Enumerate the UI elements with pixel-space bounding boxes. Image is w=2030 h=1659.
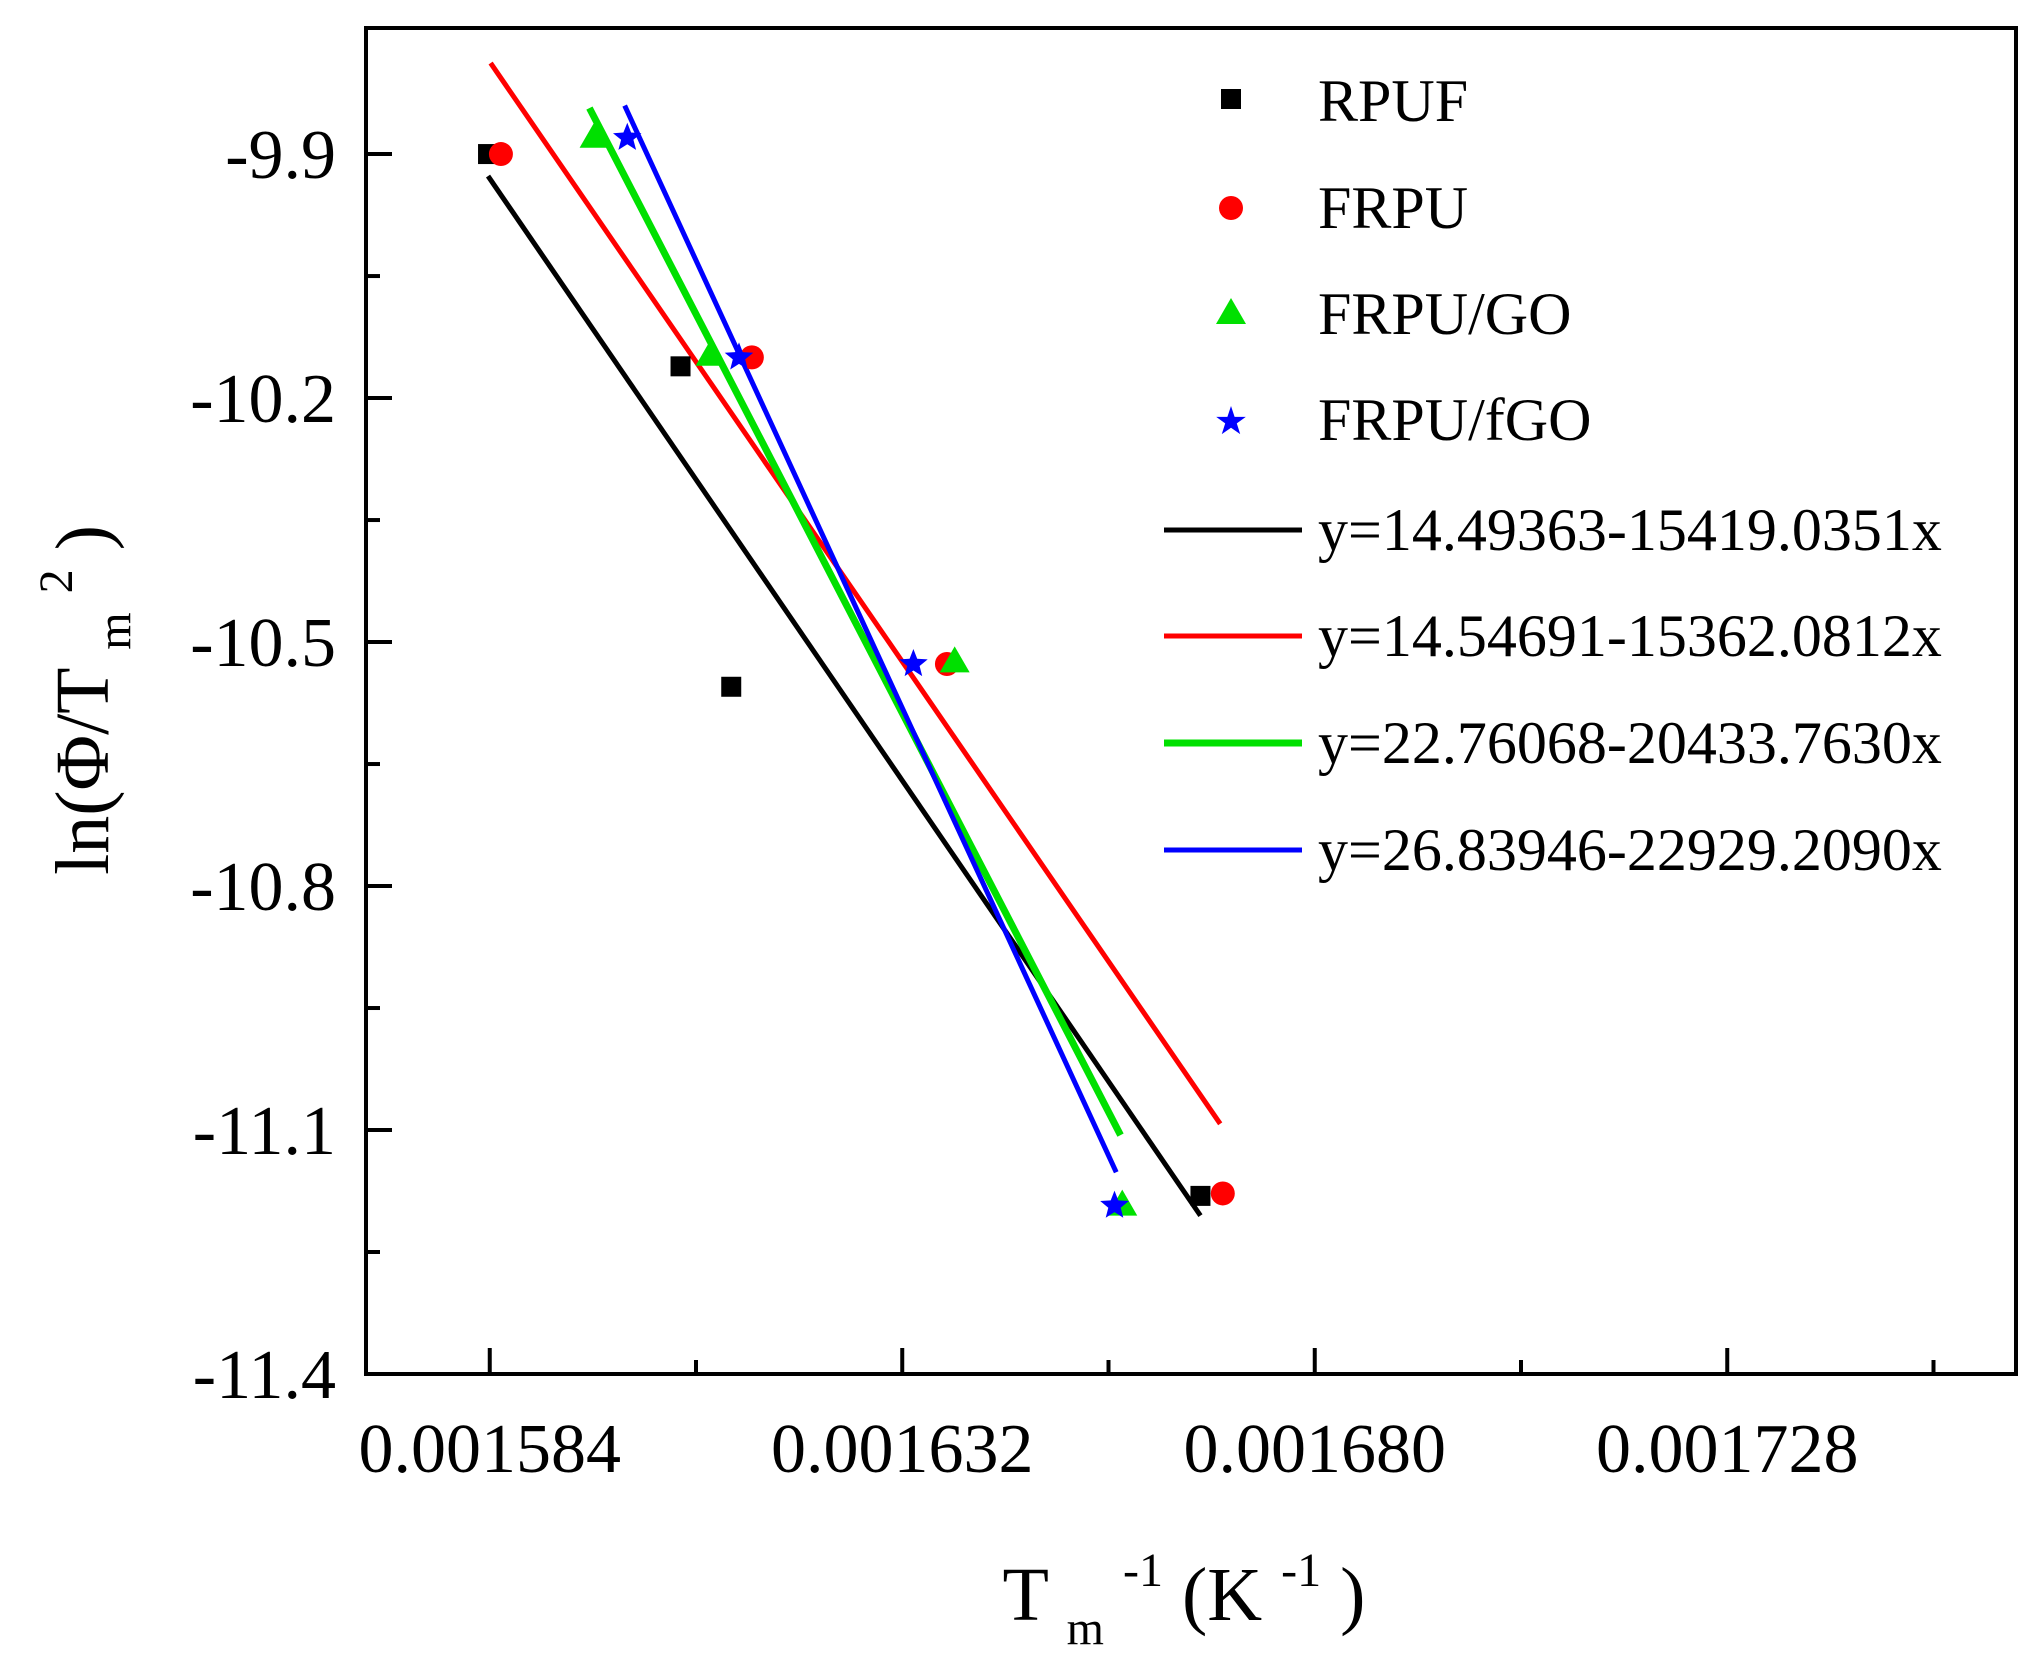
point-rpuf [721, 676, 742, 697]
y-tick-label: -10.5 [190, 605, 336, 682]
legend-label-fit-frpu: y=14.54691-15362.0812x [1318, 603, 1942, 669]
x-tick-label: 0.001728 [1596, 1411, 1859, 1488]
legend-label-frpu-go: FRPU/GO [1318, 281, 1571, 347]
point-frpu-fgo [1100, 1190, 1129, 1218]
point-frpu-go [695, 339, 726, 366]
legend-entry-fit-rpuf: y=14.49363-15419.0351x [1164, 497, 1942, 563]
x-tick-label: 0.001680 [1184, 1411, 1447, 1488]
point-frpu-fgo [724, 342, 754, 370]
x-axis-title-sup: -1 [1123, 1544, 1163, 1597]
x-axis-title-unit-close: ) [1340, 1553, 1365, 1637]
y-tick-label: -11.1 [193, 1093, 336, 1170]
legend-entry-frpu-go: FRPU/GO [1216, 281, 1571, 347]
legend: RPUF FRPU FRPU/GO FRPU/fGO y=14.49363-15… [1164, 68, 1942, 883]
y-axis-ticks: -9.9 -10.2 -10.5 -10.8 -11.1 -11.4 [190, 117, 392, 1414]
y-axis-title-prefix: ln(Φ/T [41, 668, 125, 875]
fit-lines [485, 61, 1223, 1218]
legend-label-fit-frpu-go: y=22.76068-20433.7630x [1318, 710, 1942, 776]
x-axis-title-main: T [1003, 1553, 1049, 1637]
y-tick-label: -10.8 [190, 849, 336, 926]
legend-entry-rpuf: RPUF [1221, 68, 1468, 134]
point-frpu-fgo [613, 122, 642, 150]
legend-entry-fit-frpu: y=14.54691-15362.0812x [1164, 603, 1942, 669]
legend-label-rpuf: RPUF [1318, 68, 1468, 134]
x-axis-title-unit-sup: -1 [1281, 1544, 1321, 1597]
fit-line-frpu-fgo [622, 104, 1119, 1174]
legend-entry-frpu-fgo: FRPU/fGO [1216, 387, 1591, 453]
legend-marker-circle [1219, 196, 1243, 220]
y-tick-label: -11.4 [193, 1337, 336, 1414]
x-axis-title-unit-open: (K [1182, 1553, 1262, 1637]
legend-marker-triangle [1216, 298, 1246, 324]
y-axis-title: ln(Φ/T m 2 ) [5, 525, 147, 875]
y-axis-title-sup: 2 [30, 569, 83, 593]
x-axis-title-sub: m [1067, 1602, 1104, 1655]
legend-entry-frpu: FRPU [1219, 175, 1468, 241]
y-axis-title-sub: m [88, 612, 141, 649]
legend-label-frpu-fgo: FRPU/fGO [1318, 387, 1591, 453]
legend-label-fit-frpu-fgo: y=26.83946-22929.2090x [1318, 817, 1942, 883]
x-axis-title: T m -1 (K -1 ) [1003, 1519, 1366, 1659]
x-tick-label: 0.001632 [771, 1411, 1034, 1488]
legend-label-frpu: FRPU [1318, 175, 1468, 241]
x-tick-label: 0.001584 [359, 1411, 622, 1488]
plot-frame [364, 26, 2018, 1376]
point-rpuf [1190, 1185, 1211, 1206]
fit-line-rpuf [485, 174, 1203, 1218]
fit-line-frpu-go [586, 106, 1124, 1137]
fit-line-frpu [488, 61, 1223, 1126]
legend-marker-square [1221, 89, 1241, 109]
y-tick-label: -9.9 [225, 117, 336, 194]
point-rpuf [670, 356, 691, 377]
legend-entry-fit-frpu-go: y=22.76068-20433.7630x [1164, 710, 1942, 776]
point-frpu-fgo [899, 649, 928, 677]
point-frpu [1210, 1181, 1235, 1206]
data-points [478, 121, 1235, 1218]
x-axis-ticks: 0.001584 0.001632 0.001680 0.001728 [359, 1348, 1936, 1488]
legend-marker-star [1216, 406, 1246, 435]
point-frpu-go [939, 646, 970, 673]
legend-entry-fit-frpu-fgo: y=26.83946-22929.2090x [1164, 817, 1942, 883]
point-frpu-go [579, 121, 610, 148]
y-tick-label: -10.2 [190, 361, 336, 438]
point-frpu [488, 142, 513, 167]
y-axis-title-suffix: ) [41, 525, 125, 550]
legend-label-fit-rpuf: y=14.49363-15419.0351x [1318, 497, 1942, 563]
